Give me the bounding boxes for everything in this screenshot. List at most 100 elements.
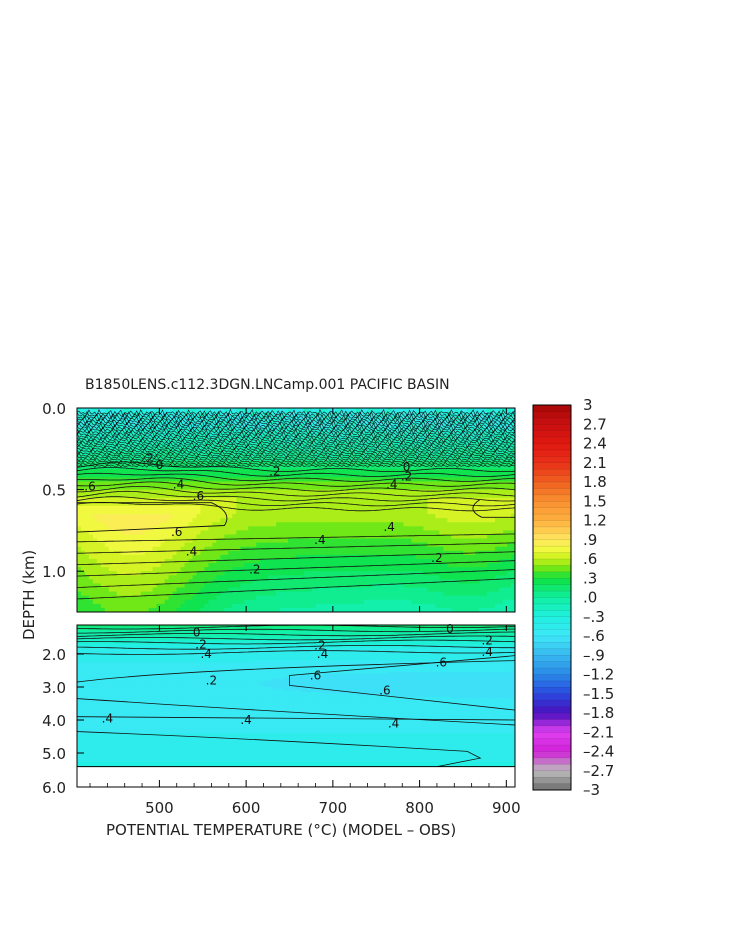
heat-cell [435, 497, 440, 503]
heat-cell [403, 514, 409, 519]
heat-cell [128, 408, 134, 413]
heat-cell [307, 567, 313, 572]
heat-cell [447, 416, 452, 421]
heat-cell [152, 554, 158, 560]
heat-cell [180, 448, 186, 454]
heat-cell [379, 428, 385, 434]
heat-cell [224, 501, 229, 507]
heat-cell [124, 522, 130, 527]
heat-cell [451, 526, 456, 531]
heat-cell [176, 456, 182, 462]
heat-cell [339, 485, 345, 491]
heat-cell [503, 522, 508, 527]
heat-cell [96, 583, 102, 589]
heat-cell [284, 489, 289, 495]
heat-cell [379, 550, 385, 556]
heat-cell [148, 587, 154, 593]
heat-cell [467, 546, 472, 552]
heat-cell [315, 546, 321, 552]
heat-cell [116, 522, 122, 527]
heat-cell [407, 530, 413, 536]
heat-cell [503, 452, 508, 458]
heat-cell [447, 473, 452, 478]
heat-cell [144, 558, 150, 564]
heat-cell [499, 583, 504, 589]
heat-cell [495, 481, 500, 487]
heat-cell [423, 408, 428, 413]
heat-cell [92, 514, 98, 519]
heat-cell [467, 456, 472, 462]
heat-cell [124, 440, 130, 446]
heat-cell [379, 424, 385, 429]
heat-cell [172, 542, 178, 548]
heat-cell [459, 412, 464, 417]
heat-cell [224, 412, 229, 417]
heat-cell [260, 550, 265, 556]
heat-cell [511, 510, 515, 515]
heat-cell [391, 567, 397, 572]
heat-cell [236, 534, 241, 540]
heat-cell [164, 461, 170, 466]
heat-cell [335, 489, 341, 495]
heat-cell [184, 579, 190, 585]
heat-cell [319, 501, 325, 507]
heat-cell [347, 436, 353, 442]
heat-cell [299, 424, 305, 429]
heat-cell [359, 493, 365, 499]
heat-cell [411, 420, 417, 425]
heat-cell [160, 432, 166, 438]
heat-cell [339, 473, 345, 478]
heat-cell [343, 420, 349, 425]
heat-cell [463, 563, 468, 568]
heat-cell [511, 546, 515, 552]
heat-cell [100, 571, 106, 576]
heat-cell [431, 469, 436, 474]
heat-cell [319, 526, 325, 531]
heat-cell [395, 485, 401, 491]
heat-cell [88, 587, 94, 593]
heat-cell [128, 493, 134, 499]
heat-cell [499, 514, 504, 519]
heat-cell [503, 583, 508, 589]
heat-cell [371, 412, 377, 417]
heat-cell [415, 448, 421, 454]
heat-cell [467, 436, 472, 442]
heat-cell [299, 461, 305, 466]
heat-cell [132, 489, 138, 495]
heat-cell [419, 416, 425, 421]
heat-cell [152, 514, 158, 519]
heat-cell [196, 481, 202, 487]
heat-cell [407, 465, 413, 470]
heat-cell [387, 542, 393, 548]
heat-cell [228, 591, 233, 597]
heat-cell [132, 530, 138, 536]
heat-cell [315, 534, 321, 540]
heat-cell [248, 440, 253, 446]
heat-cell [459, 485, 464, 491]
heat-cell [399, 575, 405, 580]
heat-cell [451, 461, 456, 466]
heat-cell [240, 526, 245, 531]
heat-cell [100, 591, 106, 597]
heat-cell [387, 579, 393, 585]
heat-cell [331, 428, 337, 434]
heat-cell [311, 501, 317, 507]
heat-cell [156, 554, 162, 560]
heat-cell [427, 575, 432, 580]
heat-cell [419, 554, 425, 560]
heat-cell [128, 510, 134, 515]
heat-cell [379, 489, 385, 495]
heat-cell [315, 563, 321, 568]
heat-cell [355, 575, 361, 580]
heat-cell [116, 526, 122, 531]
heat-cell [280, 424, 285, 429]
heat-cell [347, 518, 353, 523]
heat-cell [439, 534, 444, 540]
heat-cell [367, 546, 373, 552]
heat-cell [375, 465, 381, 470]
heat-cell [363, 510, 369, 515]
heat-cell [296, 579, 301, 585]
heat-cell [355, 444, 361, 450]
heat-cell [164, 567, 170, 572]
heat-cell [439, 444, 444, 450]
